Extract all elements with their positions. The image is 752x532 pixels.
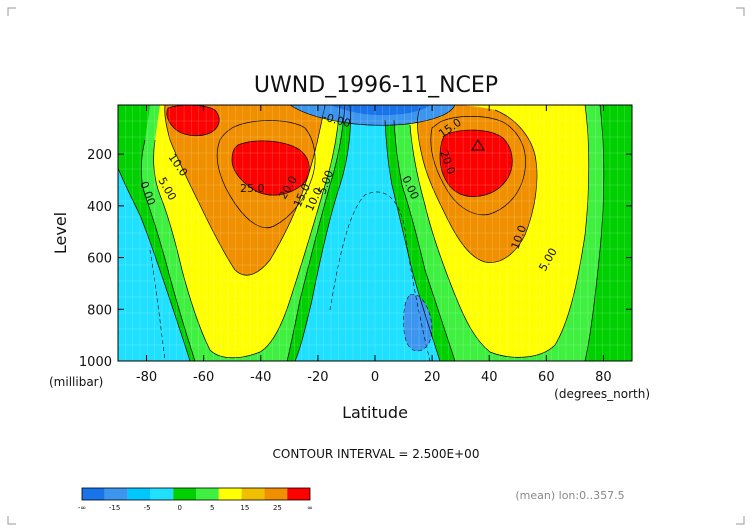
colorbar-swatch [287,488,310,500]
band-red-north-core [440,130,513,197]
x-tick-label: -80 [136,370,157,385]
colorbar-tick-label: -∞ [78,504,86,512]
corner-mark-tr [736,7,745,16]
contour-zero-south [118,167,191,361]
colorbar-tick-label: 25 [273,504,282,512]
contour-neg-blob [403,294,433,352]
contour-lines [118,105,605,361]
band-blue-tropics-blob [403,294,432,351]
x-tick-label: -60 [193,370,214,385]
contour-5-south [140,139,196,361]
colorbar-tick-label: ∞ [307,504,313,512]
colorbar-swatch [264,488,288,500]
contour-interval-text: CONTOUR INTERVAL = 2.500E+00 [273,447,480,461]
corner-mark-tl [7,7,16,16]
contour-neg-strat [289,105,456,126]
colorbar [81,487,311,501]
contour-10-south [153,105,341,359]
x-axis-unit: (degrees_north) [554,387,650,401]
y-axis: 200 400 600 800 1000 [79,148,632,370]
fine-grid [118,105,632,361]
contour-25-south [231,140,310,196]
colorbar-swatch [173,488,196,500]
corner-mark-br [736,516,745,525]
colorbar-swatch [104,488,128,500]
x-axis-label: Latitude [342,403,408,422]
contour-20-south [216,120,316,228]
chart-title: UWND_1996-11_NCEP [254,73,498,98]
colorbar-tick-label: 15 [240,504,249,512]
contour-15-south [164,105,326,276]
contour-25-north [439,129,513,197]
x-axis: -80 -60 -40 -20 0 20 40 60 80 [136,105,612,385]
x-tick-label: 0 [371,370,379,385]
y-axis-label: Level [51,212,70,254]
colorbar-swatch [196,488,219,500]
contour-lines-negative [149,191,433,361]
y-tick-label: 600 [87,252,112,267]
footnote: (mean) lon:0..357.5 [515,489,624,502]
corner-mark-bl [7,516,16,525]
band-red-south-upper [166,105,220,136]
colorbar-labels: -∞ -15 -5 0 5 15 25 ∞ [78,504,313,512]
y-tick-label: 400 [87,200,112,215]
contour-5-north [393,119,456,361]
x-tick-label: 60 [538,370,555,385]
contour-neg-south-surface [149,249,166,361]
colorbar-swatch [241,488,265,500]
x-tick-label: -40 [250,370,271,385]
colorbar-tick-label: 0 [177,504,181,512]
contour-25-south-upper [166,105,220,137]
triangle-marker-icon [471,139,485,151]
x-tick-label: -20 [307,370,328,385]
band-darkblue-strat [330,105,430,116]
colorbar-swatch [150,488,174,500]
contour-10-north [409,105,590,358]
colorbar-swatch [218,488,242,500]
y-tick-label: 200 [87,148,112,163]
y-tick-label: 800 [87,303,112,318]
x-tick-label: 20 [424,370,441,385]
colorbar-tick-label: -5 [144,504,151,512]
colorbar-frame [81,487,311,501]
y-axis-unit: (millibar) [49,375,103,389]
contour-5-far-north [584,105,605,361]
contour-zero-mid-north [384,119,441,361]
contour-neg-tropics [329,191,431,361]
plot-area [118,105,632,361]
y-tick-label: 1000 [79,355,112,370]
band-red-south-core [232,140,310,196]
contour-5-mid [286,105,346,361]
colorbar-swatch [82,488,105,500]
colorbar-tick-label: 5 [210,504,214,512]
contour-20-north [430,116,526,216]
contour-zero-mid-south [294,105,351,361]
contour-label-25-south: 25.0 [240,182,265,195]
colorbar-tick-label: -15 [109,504,120,512]
colorbar-swatch [127,488,151,500]
x-tick-label: 40 [481,370,498,385]
x-tick-label: 80 [595,370,612,385]
contour-15-north [417,107,538,263]
